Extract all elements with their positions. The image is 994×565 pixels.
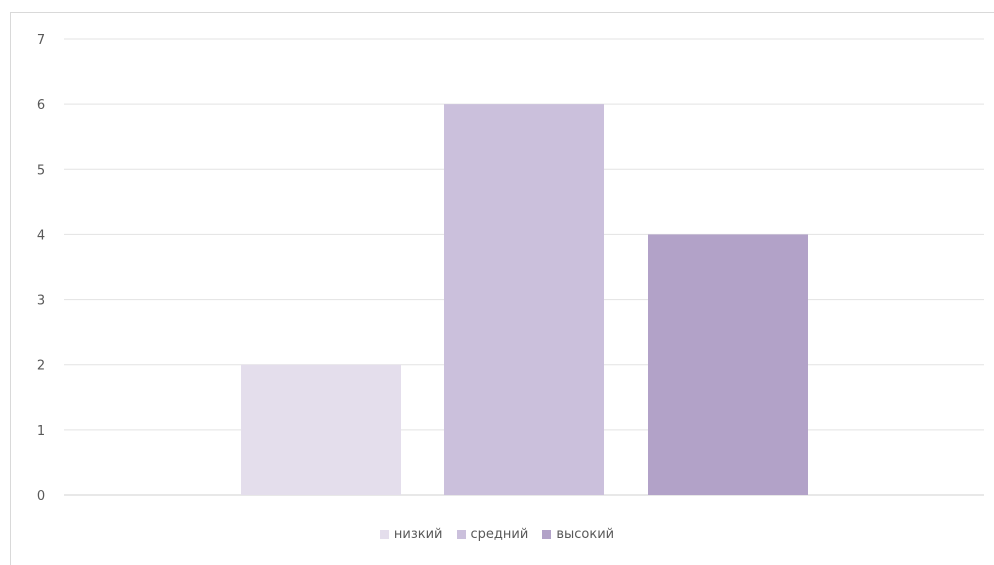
- y-tick-label: 0: [37, 489, 45, 504]
- bar-3: [648, 234, 808, 495]
- y-tick-label: 4: [37, 228, 45, 243]
- y-axis-ticks: 0 1 2 3 4 5 6 7: [37, 33, 45, 504]
- y-tick-label: 5: [37, 163, 45, 178]
- legend-item-high: высокий: [542, 527, 614, 542]
- bars: [241, 104, 808, 496]
- legend-row: низкий средний высокий: [0, 527, 994, 542]
- legend-item-low: низкий: [379, 527, 443, 542]
- legend-swatch-low: [379, 530, 389, 539]
- legend-swatch-medium: [456, 530, 466, 539]
- bar-2: [444, 104, 604, 496]
- bar-1: [241, 364, 401, 495]
- legend-label-high: высокий: [556, 527, 615, 542]
- legend-label-low: низкий: [393, 527, 443, 542]
- y-tick-label: 7: [37, 33, 45, 48]
- legend-swatch-high: [542, 530, 552, 539]
- y-tick-label: 2: [37, 359, 45, 374]
- legend-item-medium: средний: [456, 527, 529, 542]
- y-tick-label: 6: [37, 98, 45, 113]
- legend-label-medium: средний: [470, 527, 529, 542]
- y-tick-label: 1: [37, 424, 45, 439]
- y-tick-label: 3: [37, 294, 45, 309]
